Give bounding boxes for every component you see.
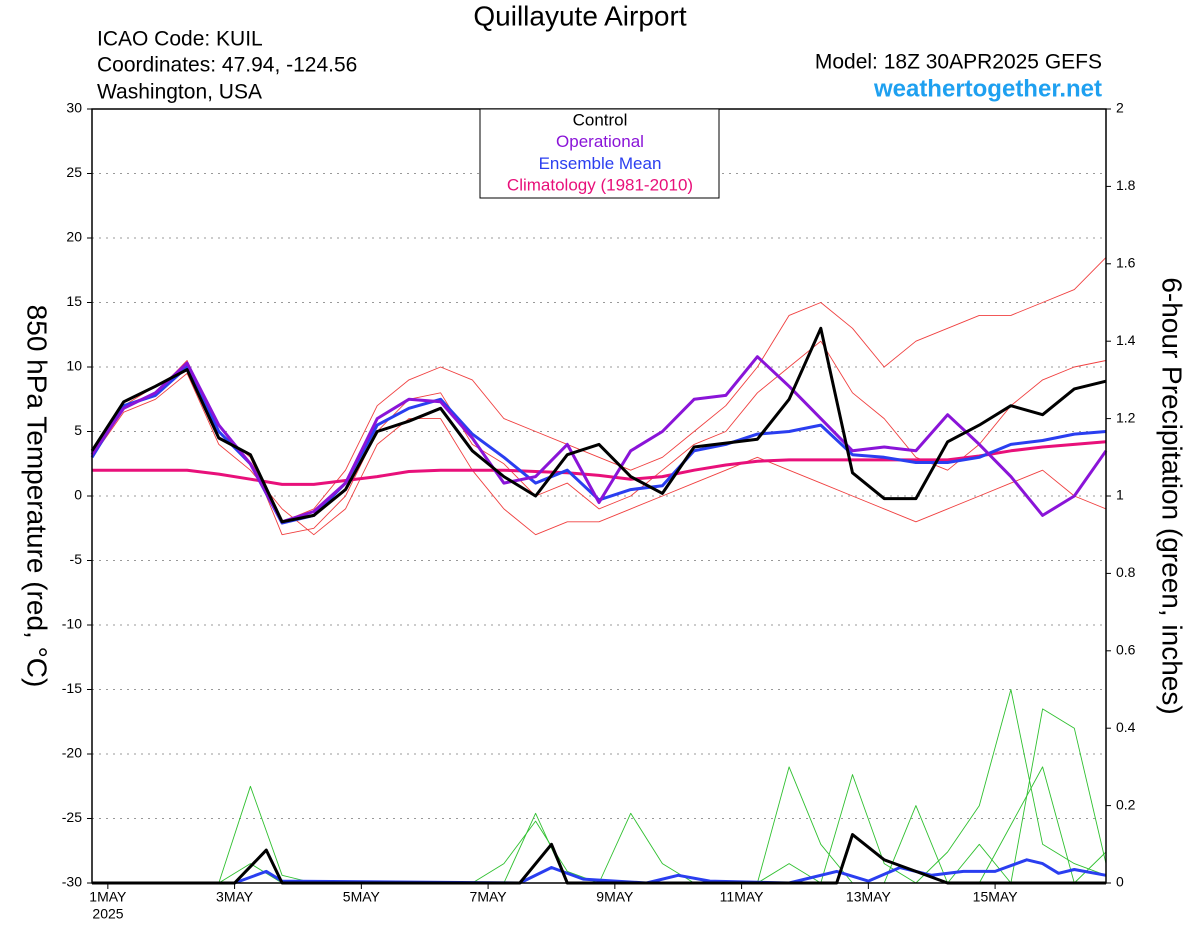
- y-tick-label: 15: [66, 293, 82, 309]
- y2-tick-label: 1: [1116, 487, 1124, 503]
- y-tick-label: 0: [74, 487, 82, 503]
- y-tick-label: -30: [62, 874, 82, 890]
- y-tick-label: -5: [70, 551, 83, 567]
- y-tick-label: 25: [66, 164, 82, 180]
- x-tick-label: 3MAY: [216, 889, 254, 905]
- y-tick-label: 5: [74, 422, 82, 438]
- plot-area: [90, 108, 1108, 885]
- y2-tick-label: 0.4: [1116, 719, 1136, 735]
- info-text: Coordinates: 47.94, -124.56: [97, 54, 357, 77]
- y-tick-label: -25: [62, 809, 82, 825]
- x-tick-label: 5MAY: [343, 889, 381, 905]
- x-tick-label: 15MAY: [973, 889, 1019, 905]
- y2-tick-label: 1.2: [1116, 409, 1136, 425]
- y2-tick-label: 2: [1116, 100, 1124, 116]
- y-axis-label: 850 hPa Temperature (red, °C): [22, 305, 53, 688]
- series-line: [90, 326, 1107, 524]
- y2-tick-label: 1.6: [1116, 255, 1136, 271]
- legend-box: [479, 108, 720, 199]
- x-tick-label: 9MAY: [596, 889, 634, 905]
- info-text: Washington, USA: [97, 81, 262, 104]
- y-tick-label: -15: [62, 680, 82, 696]
- y2-tick-label: 0.8: [1116, 564, 1136, 580]
- y-tick-label: 20: [66, 229, 82, 245]
- legend-entry: Climatology (1981-2010): [507, 176, 693, 195]
- model-text: Model: 18Z 30APR2025 GEFS: [815, 51, 1102, 74]
- chart-title: Quillayute Airport: [473, 0, 686, 31]
- info-text: ICAO Code: KUIL: [97, 28, 263, 51]
- site-text: weathertogether.net: [873, 75, 1102, 102]
- y2-tick-label: 0: [1116, 874, 1124, 890]
- y2-tick-label: 0.6: [1116, 642, 1136, 658]
- y2-axis-label: 6-hour Precipitation (green, inches): [1157, 277, 1188, 714]
- x-tick-label: 7MAY: [470, 889, 508, 905]
- y-tick-label: 30: [66, 100, 82, 116]
- y2-tick-label: 1.8: [1116, 177, 1136, 193]
- legend-entry: Operational: [556, 132, 644, 151]
- x-tick-label: 1MAY: [89, 889, 127, 905]
- x-tick-label: 13MAY: [846, 889, 892, 905]
- legend-entry: Ensemble Mean: [539, 154, 662, 173]
- x-tick-label: 11MAY: [720, 889, 764, 905]
- series-line: [90, 355, 1108, 524]
- legend-entry: Control: [573, 110, 628, 129]
- y2-tick-label: 0.2: [1116, 796, 1136, 812]
- x-year-label: 2025: [92, 906, 123, 922]
- y-tick-label: -20: [62, 745, 82, 761]
- y2-tick-label: 1.4: [1116, 332, 1136, 348]
- y-tick-label: 10: [66, 358, 82, 374]
- y-tick-label: -10: [62, 616, 82, 632]
